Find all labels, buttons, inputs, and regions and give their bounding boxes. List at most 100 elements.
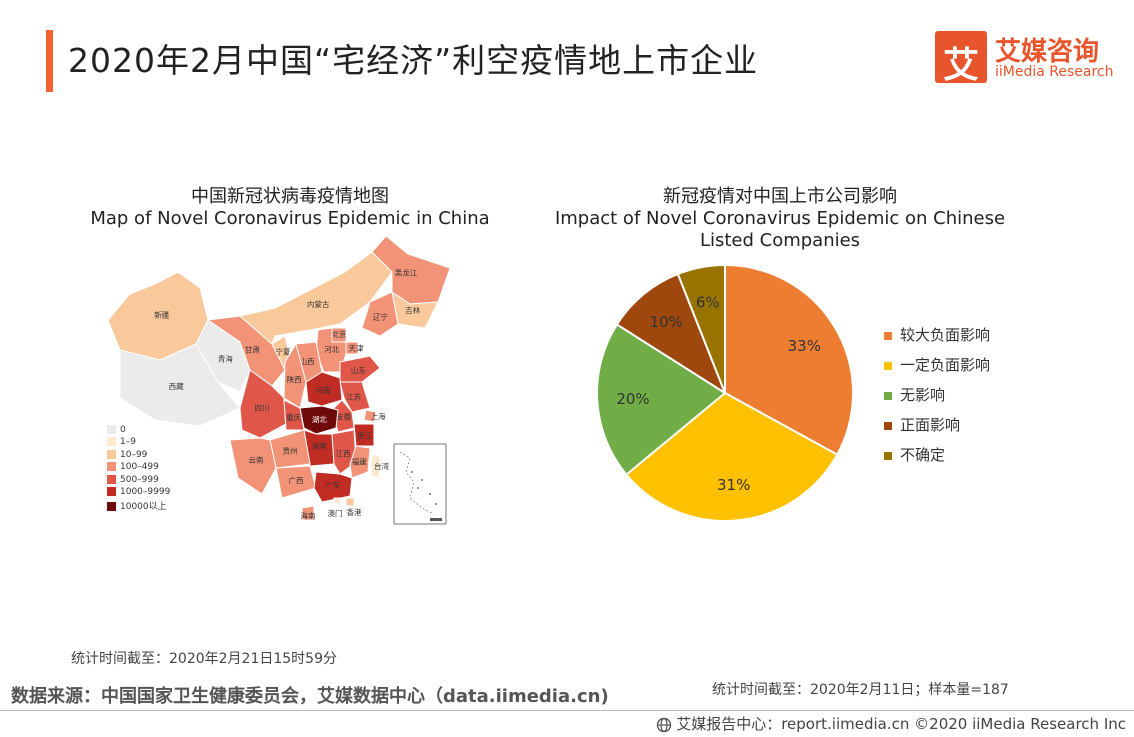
pie-slice-4 bbox=[676, 263, 726, 394]
province-label: 西藏 bbox=[169, 381, 184, 391]
legend-swatch bbox=[107, 449, 116, 459]
legend-label: 正面影响 bbox=[900, 416, 961, 434]
map-legend-item: 1–9 bbox=[107, 437, 170, 449]
map-title-cn: 中国新冠状病毒疫情地图 bbox=[191, 186, 389, 207]
legend-swatch bbox=[107, 486, 116, 496]
legend-label: 较大负面影响 bbox=[900, 326, 991, 344]
legend-swatch bbox=[884, 421, 892, 430]
map-legend-item: 500–999 bbox=[107, 474, 170, 487]
legend-swatch bbox=[107, 425, 116, 434]
impact-pie-chart: 33% 31% 20% 10% 6% bbox=[596, 263, 854, 522]
legend-swatch bbox=[884, 331, 892, 340]
legend-label: 不确定 bbox=[900, 446, 946, 464]
iimedia-logo: 艾 艾媒咨询 iiMedia Research bbox=[935, 31, 1125, 87]
province-label: 陕西 bbox=[287, 374, 302, 384]
pie-data-label: 10% bbox=[650, 313, 683, 331]
province-label: 甘肃 bbox=[245, 345, 260, 355]
data-source: 数据来源：中国国家卫生健康委员会，艾媒数据中心（data.iimedia.cn) bbox=[11, 686, 609, 707]
title-accent-bar bbox=[46, 30, 53, 92]
province-label: 山东 bbox=[351, 365, 366, 375]
map-legend-item: 10–99 bbox=[107, 449, 170, 462]
pie-title-en: Impact of Novel Coronavirus Epidemic on … bbox=[554, 208, 1006, 251]
province-label: 贵州 bbox=[283, 446, 298, 456]
pie-legend-item: 无影响 bbox=[884, 384, 990, 414]
legend-swatch bbox=[884, 391, 892, 400]
map-title-en: Map of Novel Coronavirus Epidemic in Chi… bbox=[90, 208, 490, 229]
pie-chart-title: 新冠疫情对中国上市公司影响 Impact of Novel Coronaviru… bbox=[545, 186, 1015, 252]
legend-swatch bbox=[107, 462, 116, 472]
province-label: 安徽 bbox=[336, 411, 351, 421]
province-label: 重庆 bbox=[286, 412, 301, 422]
province-海南 bbox=[301, 505, 315, 521]
province-label: 上海 bbox=[371, 411, 386, 421]
legend-swatch bbox=[884, 451, 892, 460]
logo-mark: 艾 bbox=[935, 31, 987, 86]
legend-label: 10–99 bbox=[120, 449, 148, 460]
legend-label: 1–9 bbox=[120, 437, 136, 448]
page-title: 2020年2月中国“宅经济”利空疫情地上市企业 bbox=[68, 41, 759, 80]
province-label: 澳门 bbox=[328, 508, 343, 518]
globe-icon bbox=[657, 717, 672, 732]
province-label: 宁夏 bbox=[276, 347, 291, 357]
province-label: 山西 bbox=[300, 356, 315, 366]
legend-swatch bbox=[884, 361, 892, 370]
province-label: 台湾 bbox=[374, 461, 389, 471]
province-台湾 bbox=[370, 453, 381, 479]
province-江苏 bbox=[339, 381, 371, 413]
footer-copyright: 艾媒报告中心：report.iimedia.cn ©2020 iiMedia R… bbox=[676, 715, 1126, 733]
province-label: 天津 bbox=[349, 344, 364, 353]
footer-divider bbox=[0, 710, 1134, 711]
legend-label: 10000以上 bbox=[120, 502, 167, 513]
map-legend-item: 10000以上 bbox=[107, 499, 170, 513]
province-label: 四川 bbox=[255, 404, 270, 413]
province-福建 bbox=[349, 445, 371, 479]
pie-legend-item: 不确定 bbox=[884, 444, 990, 474]
legend-label: 1000–9999 bbox=[120, 486, 171, 497]
south-china-sea-inset bbox=[393, 443, 447, 525]
province-label: 浙江 bbox=[357, 430, 372, 440]
province-安徽 bbox=[331, 399, 355, 433]
map-legend-item: 1000–9999 bbox=[107, 486, 171, 499]
province-label: 湖北 bbox=[312, 415, 327, 424]
legend-label: 100–499 bbox=[120, 462, 159, 473]
pie-slice-1 bbox=[624, 391, 839, 522]
province-label: 广西 bbox=[289, 475, 304, 485]
province-香港 bbox=[345, 497, 355, 507]
province-云南 bbox=[229, 437, 277, 495]
logo-text-en: iiMedia Research bbox=[995, 64, 1114, 80]
pie-data-label: 33% bbox=[788, 337, 821, 355]
province-上海 bbox=[363, 409, 377, 423]
pie-legend: 较大负面影响 一定负面影响 无影响正面影响不确定 bbox=[884, 324, 990, 474]
legend-swatch bbox=[107, 502, 116, 512]
pie-title-cn: 新冠疫情对中国上市公司影响 bbox=[663, 186, 897, 207]
province-label: 福建 bbox=[352, 457, 367, 467]
province-澳门 bbox=[333, 497, 341, 505]
province-label: 青海 bbox=[218, 353, 233, 363]
province-label: 云南 bbox=[249, 455, 264, 465]
footer: 艾媒报告中心：report.iimedia.cn ©2020 iiMedia R… bbox=[656, 713, 1126, 734]
province-label: 河南 bbox=[316, 385, 331, 395]
legend-label: 0 bbox=[120, 425, 126, 435]
pie-slice-3 bbox=[615, 272, 728, 396]
province-湖北 bbox=[299, 405, 339, 435]
pie-legend-item: 一定负面影响 bbox=[884, 354, 990, 384]
pie-data-label: 20% bbox=[616, 390, 649, 408]
pie-slice-2 bbox=[596, 323, 727, 476]
pie-legend-item: 正面影响 bbox=[884, 414, 990, 444]
map-legend: 0 1–9 10–99 100–499 500–999 1000–9999 10000以上 bbox=[107, 425, 170, 512]
province-label: 吉林 bbox=[405, 305, 420, 315]
pie-date-note: 统计时间截至：2020年2月11日；样本量=187 bbox=[712, 682, 1009, 698]
legend-label: 500–999 bbox=[120, 474, 159, 485]
map-legend-item: 0 bbox=[107, 425, 170, 437]
pie-slice-0 bbox=[724, 263, 854, 457]
logo-text-cn: 艾媒咨询 bbox=[995, 37, 1100, 67]
legend-label: 无影响 bbox=[900, 386, 946, 404]
pie-data-label: 31% bbox=[717, 476, 750, 494]
province-内蒙古 bbox=[238, 251, 393, 345]
legend-label: 一定负面影响 bbox=[900, 356, 991, 374]
map-legend-item: 100–499 bbox=[107, 462, 170, 474]
province-label: 河北 bbox=[324, 345, 339, 354]
province-辽宁 bbox=[361, 291, 399, 337]
province-广东 bbox=[313, 471, 353, 503]
